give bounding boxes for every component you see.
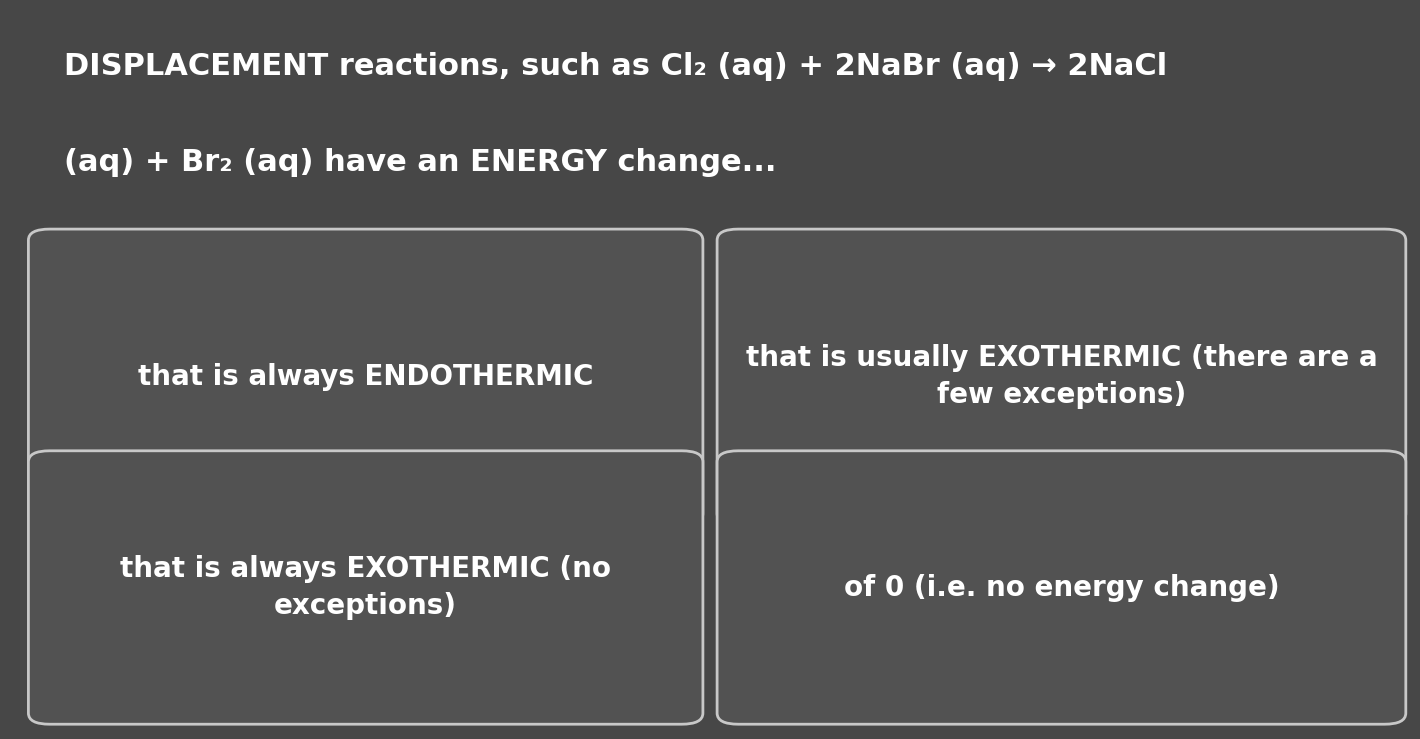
Text: that is usually EXOTHERMIC (there are a
few exceptions): that is usually EXOTHERMIC (there are a … (746, 344, 1377, 409)
Text: of 0 (i.e. no energy change): of 0 (i.e. no energy change) (843, 573, 1279, 602)
Text: (aq) + Br₂ (aq) have an ENERGY change...: (aq) + Br₂ (aq) have an ENERGY change... (64, 148, 777, 177)
FancyBboxPatch shape (717, 229, 1406, 525)
Text: DISPLACEMENT reactions, such as Cl₂ (aq) + 2NaBr (aq) → 2NaCl: DISPLACEMENT reactions, such as Cl₂ (aq)… (64, 52, 1167, 81)
Text: that is always EXOTHERMIC (no
exceptions): that is always EXOTHERMIC (no exceptions… (121, 555, 611, 620)
FancyBboxPatch shape (717, 451, 1406, 724)
FancyBboxPatch shape (28, 451, 703, 724)
Text: that is always ENDOTHERMIC: that is always ENDOTHERMIC (138, 363, 594, 391)
FancyBboxPatch shape (28, 229, 703, 525)
